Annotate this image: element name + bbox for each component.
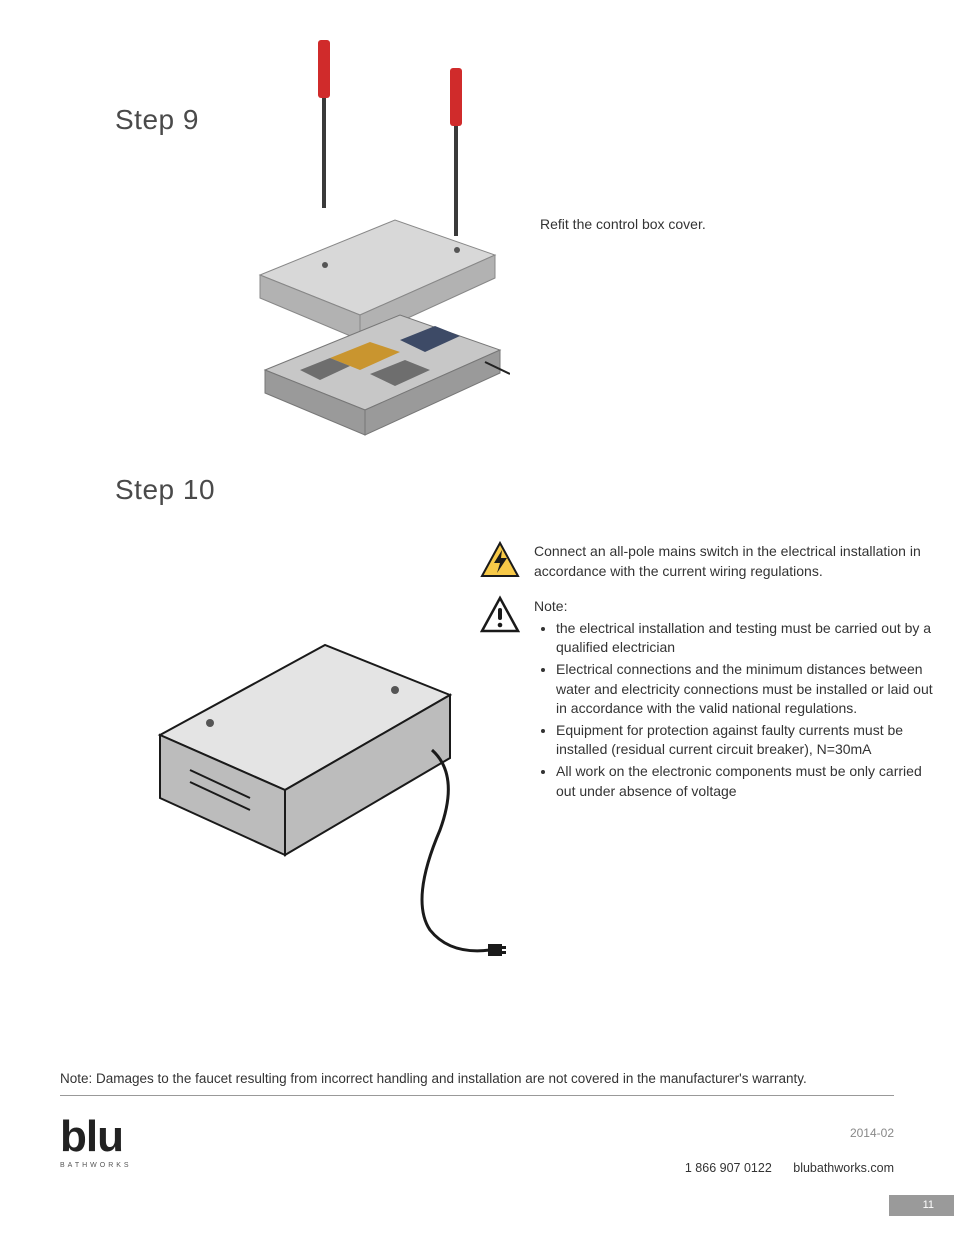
note-item: Equipment for protection against faulty … (556, 721, 940, 760)
page-number: 11 (889, 1195, 954, 1216)
screwdriver-1-icon (318, 40, 330, 208)
footer-phone: 1 866 907 0122 (685, 1161, 772, 1175)
note-list: the electrical installation and testing … (534, 619, 940, 801)
logo-subtext: BATHWORKS (60, 1161, 170, 1171)
control-box-base-icon (265, 315, 510, 435)
brand-logo: blu BATHWORKS (60, 1115, 170, 1171)
step-9-illustration (210, 40, 510, 450)
step-10-warning-text: Connect an all-pole mains switch in the … (534, 540, 940, 581)
screwdriver-2-icon (450, 68, 462, 236)
control-box-cover-icon (260, 220, 495, 340)
step-10-heading: Step 10 (115, 470, 215, 509)
caution-note-row: Note: the electrical installation and te… (480, 595, 940, 803)
note-item: Electrical connections and the minimum d… (556, 660, 940, 719)
control-box-closed-icon (160, 645, 450, 855)
footer-contact: 1 866 907 0122 blubathworks.com (685, 1160, 894, 1178)
footer-website: blubathworks.com (793, 1161, 894, 1175)
warranty-note: Note: Damages to the faucet resulting fr… (60, 1070, 894, 1096)
caution-icon (480, 595, 520, 635)
note-item: All work on the electronic components mu… (556, 762, 940, 801)
note-label: Note: (534, 597, 940, 617)
power-plug-icon (488, 944, 506, 956)
step-9-heading: Step 9 (115, 100, 199, 139)
step-10-section: Step 10 (60, 470, 894, 1000)
step-10-illustration (120, 600, 510, 980)
step-9-section: Step 9 (60, 80, 894, 470)
electrical-warning-row: Connect an all-pole mains switch in the … (480, 540, 940, 581)
footer-date: 2014-02 (850, 1125, 894, 1142)
electrical-hazard-icon (480, 540, 520, 580)
note-item: the electrical installation and testing … (556, 619, 940, 658)
step-9-instruction: Refit the control box cover. (540, 215, 840, 235)
logo-text: blu (60, 1115, 170, 1159)
